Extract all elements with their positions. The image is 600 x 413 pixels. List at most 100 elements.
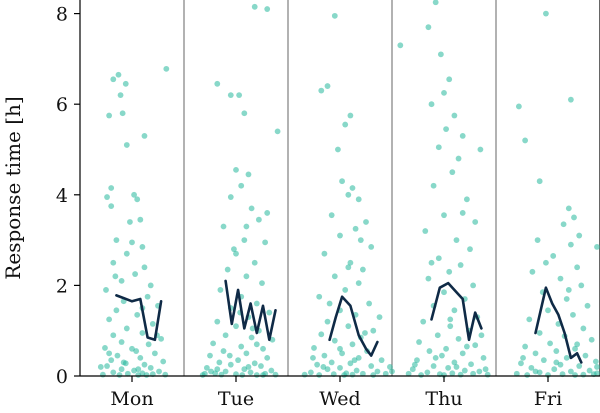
data-point-mon <box>110 259 117 266</box>
data-point-thu <box>453 364 460 370</box>
data-point-wed <box>339 350 345 357</box>
data-point-mon <box>110 369 117 376</box>
data-point-thu <box>459 350 466 357</box>
data-point-wed <box>362 330 368 336</box>
data-point-wed <box>328 212 335 219</box>
data-point-wed <box>328 359 335 366</box>
data-point-mon <box>139 330 146 336</box>
data-point-mon <box>129 239 135 246</box>
data-point-tue <box>253 300 260 307</box>
data-point-fri <box>522 137 529 144</box>
trend-line-fri <box>534 286 583 364</box>
data-point-mon <box>143 372 150 378</box>
data-point-wed <box>368 243 375 250</box>
data-point-mon <box>145 341 152 348</box>
data-point-wed <box>376 314 383 321</box>
data-point-thu <box>422 228 429 234</box>
data-point-mon <box>106 350 113 357</box>
y-tick-label: 8 <box>56 4 68 26</box>
scatter-points <box>97 0 600 378</box>
data-point-fri <box>543 259 549 266</box>
data-point-thu <box>420 318 427 325</box>
data-point-tue <box>207 352 213 359</box>
data-point-thu <box>443 345 449 352</box>
data-point-thu <box>424 369 431 376</box>
data-point-fri <box>594 243 600 250</box>
data-point-fri <box>570 311 576 318</box>
data-point-tue <box>214 318 221 325</box>
data-point-tue <box>222 368 229 375</box>
data-point-tue <box>216 359 223 366</box>
data-point-fri <box>526 316 533 323</box>
data-point-tue <box>262 239 269 246</box>
data-point-mon <box>135 372 142 378</box>
trend-line-mon <box>115 294 163 342</box>
data-point-mon <box>134 311 141 318</box>
data-point-thu <box>472 219 479 225</box>
data-point-thu <box>463 196 470 203</box>
data-point-mon <box>108 203 115 210</box>
y-axis-label: Response time [h] <box>1 96 25 279</box>
data-point-tue <box>243 223 250 230</box>
data-point-tue <box>248 334 255 341</box>
data-point-wed <box>387 364 393 370</box>
data-point-mon <box>110 76 117 83</box>
x-tick-label-thu: Thu <box>425 388 462 410</box>
data-point-mon <box>123 142 130 148</box>
data-point-thu <box>426 348 433 354</box>
data-point-wed <box>310 354 316 361</box>
data-point-thu <box>453 237 460 243</box>
data-point-wed <box>324 318 331 325</box>
x-tick-label-wed: Wed <box>319 388 360 410</box>
data-point-tue <box>227 92 234 99</box>
data-point-mon <box>132 271 139 277</box>
data-point-wed <box>331 337 338 344</box>
data-point-wed <box>359 266 366 273</box>
data-point-wed <box>349 185 356 191</box>
data-point-thu <box>455 155 462 162</box>
data-point-thu <box>437 51 444 58</box>
data-point-mon <box>112 273 119 280</box>
data-point-thu <box>463 343 470 350</box>
data-point-fri <box>572 372 578 378</box>
data-point-tue <box>201 370 208 377</box>
x-tick-label-fri: Fri <box>534 388 562 410</box>
data-point-wed <box>324 83 331 89</box>
data-point-wed <box>368 363 375 369</box>
data-point-fri <box>584 302 591 309</box>
data-point-tue <box>214 366 221 373</box>
data-point-wed <box>355 196 362 203</box>
data-point-thu <box>447 316 454 323</box>
data-point-tue <box>236 92 243 99</box>
data-point-thu <box>459 133 466 139</box>
data-point-fri <box>524 372 531 378</box>
data-point-wed <box>345 264 352 271</box>
data-point-mon <box>131 191 137 198</box>
data-point-tue <box>238 343 245 350</box>
data-point-tue <box>259 280 265 287</box>
data-point-mon <box>123 250 130 257</box>
data-point-fri <box>576 363 583 369</box>
data-point-thu <box>459 210 466 216</box>
data-point-thu <box>482 366 489 373</box>
data-point-mon <box>113 307 120 314</box>
data-point-fri <box>567 96 574 103</box>
x-tick-label-tue: Tue <box>218 388 254 410</box>
data-point-thu <box>484 371 491 378</box>
data-point-wed <box>345 323 352 330</box>
data-point-thu <box>446 268 453 275</box>
data-point-fri <box>545 307 551 314</box>
data-point-thu <box>446 76 453 83</box>
data-point-tue <box>255 216 262 223</box>
data-point-mon <box>129 345 135 352</box>
data-point-tue <box>258 363 264 369</box>
y-tick-label: 2 <box>56 275 68 297</box>
data-point-mon <box>118 277 125 284</box>
trend-line-tue <box>224 279 277 342</box>
data-point-tue <box>214 80 221 87</box>
data-point-fri <box>572 345 578 352</box>
trend-line-wed <box>328 295 379 357</box>
data-point-thu <box>451 359 458 366</box>
data-point-tue <box>251 360 258 367</box>
data-point-mon <box>147 282 154 289</box>
